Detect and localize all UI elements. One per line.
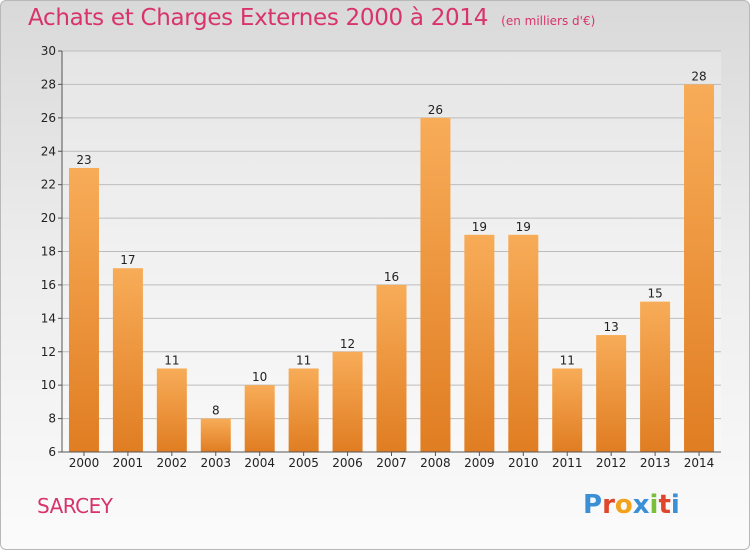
bars: 23 17 11 8 10 11 12 16 26 19 19 11 13 15 28 <box>68 69 715 453</box>
y-tick-label: 28 <box>41 77 56 91</box>
x-tick-label: 2013 <box>640 456 671 470</box>
bar <box>332 351 363 452</box>
chart-header: Achats et Charges Externes 2000 à 2014 (… <box>28 5 595 31</box>
bar <box>68 167 99 453</box>
data-label: 11 <box>164 353 179 367</box>
y-tick-label: 20 <box>41 211 56 225</box>
bar <box>552 368 583 452</box>
y-tick-label: 10 <box>41 378 56 392</box>
logo-letter: i <box>670 490 680 520</box>
data-label: 15 <box>647 287 662 301</box>
bar <box>200 418 231 452</box>
data-label: 19 <box>472 220 487 234</box>
x-tick-label: 2012 <box>596 456 627 470</box>
x-tick-label: 2004 <box>244 456 275 470</box>
y-tick-label: 16 <box>41 278 56 292</box>
data-label: 23 <box>76 153 91 167</box>
data-label: 13 <box>604 320 619 334</box>
data-label: 11 <box>296 353 311 367</box>
bar <box>376 284 407 452</box>
data-label: 8 <box>212 404 220 418</box>
logo-letter: x <box>632 490 650 520</box>
bar <box>156 368 187 452</box>
x-tick-label: 2002 <box>157 456 188 470</box>
bar <box>684 84 715 453</box>
logo-letter: t <box>658 490 671 520</box>
bar <box>244 385 275 452</box>
axes: 6 8 10 12 14 16 18 20 22 24 26 28 30 2000 2001 2002 2003… <box>41 44 721 470</box>
data-label: 26 <box>428 103 443 117</box>
x-tick-label: 2008 <box>420 456 451 470</box>
y-tick-label: 14 <box>41 311 56 325</box>
y-tick-label: 22 <box>41 178 56 192</box>
x-tick-label: 2001 <box>113 456 144 470</box>
bar <box>420 117 451 452</box>
bar <box>288 368 319 452</box>
x-tick-label: 2014 <box>684 456 715 470</box>
y-tick-label: 8 <box>48 412 56 426</box>
logo-letter: P <box>583 490 603 520</box>
proxiti-logo: Proxiti <box>583 490 680 520</box>
bar <box>596 335 627 452</box>
bar <box>464 234 495 452</box>
y-tick-label: 12 <box>41 345 56 359</box>
bar <box>112 268 143 452</box>
y-tick-label: 30 <box>41 44 56 58</box>
chart-title: Achats et Charges Externes 2000 à 2014 <box>28 5 489 31</box>
data-label: 16 <box>384 270 399 284</box>
y-tick-label: 26 <box>41 111 56 125</box>
x-tick-label: 2005 <box>288 456 319 470</box>
chart-unit: (en milliers d'€) <box>501 14 596 28</box>
data-label: 11 <box>560 353 575 367</box>
x-tick-label: 2003 <box>200 456 231 470</box>
data-label: 12 <box>340 337 355 351</box>
data-label: 19 <box>516 220 531 234</box>
logo-letter: i <box>649 490 659 520</box>
x-tick-label: 2000 <box>69 456 100 470</box>
bar <box>640 301 671 452</box>
data-label: 28 <box>691 69 706 83</box>
logo-letter: o <box>614 490 633 520</box>
data-label: 17 <box>120 253 135 267</box>
y-tick-label: 18 <box>41 245 56 259</box>
city-name: SARCEY <box>37 494 113 518</box>
x-tick-label: 2011 <box>552 456 583 470</box>
x-tick-label: 2009 <box>464 456 495 470</box>
x-tick-label: 2007 <box>376 456 407 470</box>
data-label: 10 <box>252 370 267 384</box>
bar <box>508 234 539 452</box>
y-tick-label: 24 <box>41 144 56 158</box>
y-tick-label: 6 <box>48 445 56 459</box>
x-tick-label: 2006 <box>332 456 363 470</box>
x-tick-label: 2010 <box>508 456 539 470</box>
logo-letter: r <box>602 490 615 520</box>
